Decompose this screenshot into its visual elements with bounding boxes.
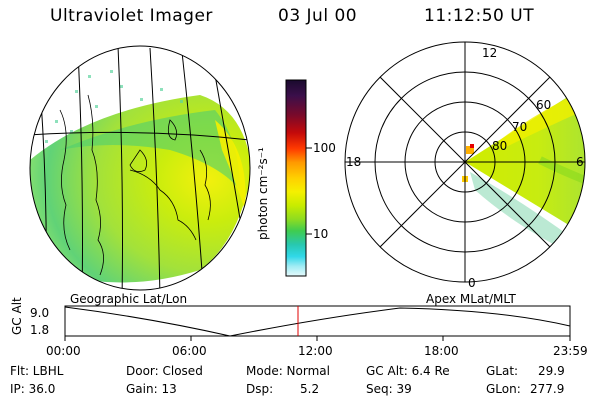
- globe-limb: [29, 45, 251, 291]
- time-label: 11:12:50 UT: [424, 6, 535, 26]
- mlat-label-80: 80: [492, 139, 508, 153]
- mlt-label-0: 0: [468, 276, 476, 290]
- y-tick-1-8: 1.8: [30, 323, 50, 337]
- date-label: 03 Jul 00: [278, 6, 358, 26]
- glat-label: GLat:: [486, 364, 519, 378]
- apex-caption: Apex MLat/MLT: [426, 292, 516, 306]
- glat-value: 29.9: [538, 364, 565, 378]
- mode-info: Mode: Normal: [246, 364, 330, 378]
- geographic-map: [30, 46, 250, 290]
- gain-info: Gain: 13: [126, 382, 177, 396]
- x-tick-2359: 23:59: [553, 344, 588, 358]
- x-tick-0000: 00:00: [46, 344, 81, 358]
- x-tick-1800: 18:00: [424, 344, 459, 358]
- mlat-label-60: 60: [536, 98, 552, 112]
- mlat-label-70: 70: [512, 120, 528, 134]
- seq-info: Seq: 39: [366, 382, 412, 396]
- x-tick-0600: 06:00: [172, 344, 207, 358]
- colorbar-tick-100: 100: [313, 141, 336, 155]
- dsp-value: 5.2: [300, 382, 320, 396]
- geographic-caption: Geographic Lat/Lon: [70, 292, 188, 306]
- ip-info: IP: 36.0: [10, 382, 56, 396]
- x-tick-1200: 12:00: [298, 344, 333, 358]
- glon-label: GLon:: [486, 382, 521, 396]
- altitude-timeline: [64, 305, 571, 341]
- gc-alt-info: GC Alt: 6.4 Re: [366, 364, 450, 378]
- colorbar-tick-10: 10: [313, 227, 329, 241]
- instrument-title: Ultraviolet Imager: [50, 6, 213, 26]
- filter-info: Flt: LBHL: [10, 364, 64, 378]
- y-tick-9: 9.0: [30, 306, 50, 320]
- door-info: Door: Closed: [126, 364, 203, 378]
- polar-plot: [344, 41, 586, 283]
- mlt-label-18: 18: [346, 155, 362, 169]
- dsp-label: Dsp:: [246, 382, 274, 396]
- colorbar-unit-label: photon cm⁻²s⁻¹: [256, 147, 270, 240]
- glon-value: 277.9: [530, 382, 565, 396]
- gc-alt-axis-label: GC Alt: [10, 297, 24, 335]
- colorbar: [285, 79, 307, 277]
- mlt-label-12: 12: [482, 46, 498, 60]
- mlt-label-6: 6: [576, 155, 584, 169]
